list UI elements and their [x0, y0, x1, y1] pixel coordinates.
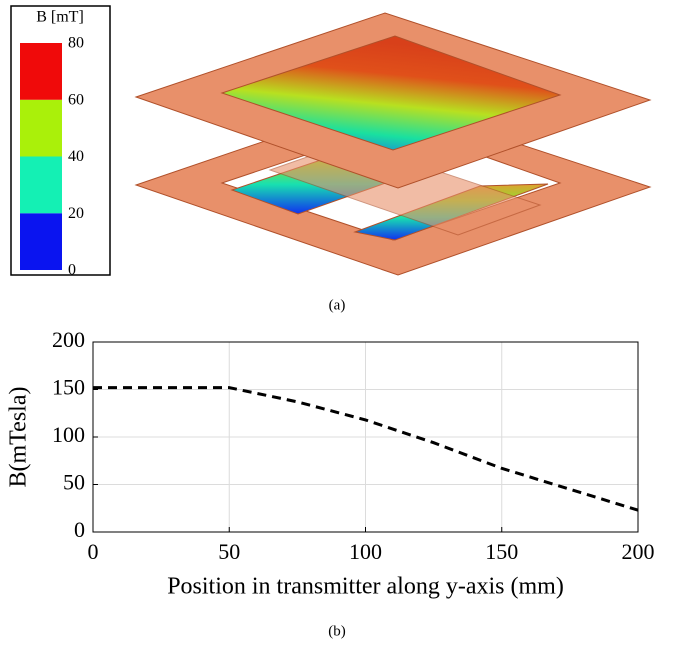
- x-axis-label: Position in transmitter along y-axis (mm…: [167, 574, 564, 600]
- 3d-render: [134, 12, 652, 276]
- y-tick-label: 50: [63, 470, 85, 495]
- colorbar-tick-label: 80: [68, 35, 84, 52]
- colorbar-tick-label: 20: [68, 205, 84, 222]
- caption: (b): [328, 623, 346, 639]
- y-tick-label: 0: [74, 517, 85, 542]
- y-axis-label: B(mTesla): [6, 387, 32, 488]
- x-tick-label: 0: [88, 539, 99, 564]
- x-tick-label: 150: [485, 539, 518, 564]
- colorbar-tick-label: 0: [68, 262, 76, 279]
- colorbar: B [mT]: [10, 5, 111, 276]
- y-tick-label: 200: [52, 327, 85, 352]
- color-band: [20, 99, 62, 157]
- y-tick-label: 100: [52, 422, 85, 447]
- colorbar-frame: [10, 5, 111, 276]
- color-band: [20, 43, 62, 100]
- color-band: [20, 156, 62, 214]
- y-tick-label: 150: [52, 375, 85, 400]
- color-band: [20, 213, 62, 270]
- top-plate: [220, 35, 562, 151]
- colorbar-title: B [mT]: [36, 9, 84, 26]
- colorbar-tick-label: 60: [68, 91, 84, 108]
- colorbar-tick-label: 40: [68, 148, 84, 165]
- data-line: [93, 386, 639, 512]
- caption: (a): [329, 297, 346, 313]
- axes-frame: [92, 341, 639, 533]
- x-tick-label: 50: [218, 539, 240, 564]
- x-tick-label: 200: [622, 539, 655, 564]
- x-tick-label: 100: [349, 539, 382, 564]
